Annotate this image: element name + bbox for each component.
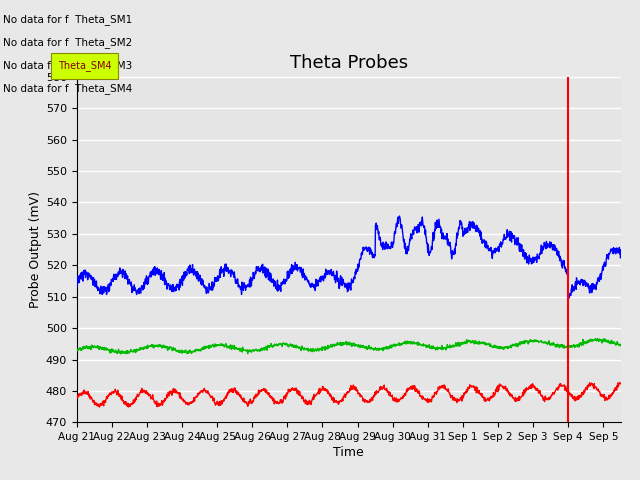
Title: Theta Probes: Theta Probes: [290, 54, 408, 72]
Text: No data for f  Theta_SM1: No data for f Theta_SM1: [3, 14, 132, 25]
Text: Theta_SM4: Theta_SM4: [58, 60, 111, 72]
X-axis label: Time: Time: [333, 446, 364, 459]
Text: No data for f  Theta_SM3: No data for f Theta_SM3: [3, 60, 132, 72]
Text: No data for f  Theta_SM2: No data for f Theta_SM2: [3, 37, 132, 48]
Y-axis label: Probe Output (mV): Probe Output (mV): [29, 191, 42, 308]
Text: No data for f  Theta_SM4: No data for f Theta_SM4: [3, 84, 132, 95]
